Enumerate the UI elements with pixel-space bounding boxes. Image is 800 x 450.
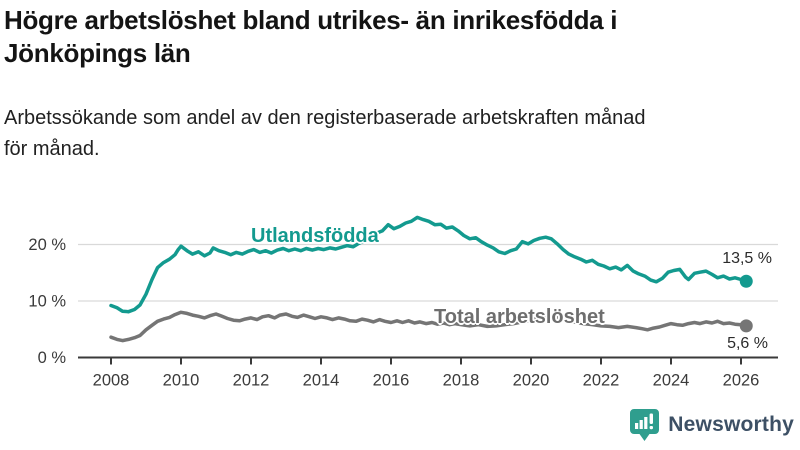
- x-tick-label-2018: 2018: [443, 372, 480, 390]
- x-tick-label-2020: 2020: [513, 372, 550, 390]
- chart-subtitle: Arbetssökande som andel av den registerb…: [4, 103, 796, 165]
- series-line-0: [109, 215, 749, 314]
- newsworthy-bubble-chart-icon: [630, 409, 660, 441]
- y-tick-label-20: 20 %: [28, 236, 66, 254]
- end-value-label-utlandsfodda: 13,5 %: [722, 250, 772, 267]
- series-label-total-arbetsloshet: Total arbetslöshet: [434, 306, 605, 328]
- x-tick-label-2014: 2014: [303, 372, 340, 390]
- newsworthy-logo: Newsworthy: [629, 408, 794, 442]
- gridlines: 0 % 10 % 20 %: [28, 236, 778, 367]
- series-end-dot-1: [739, 319, 753, 333]
- chart-subtitle-line1: Arbetssökande som andel av den registerb…: [4, 107, 646, 129]
- chart-title-line2: Jönköpings län: [4, 38, 191, 68]
- chart-title: Högre arbetslöshet bland utrikes- än inr…: [4, 4, 796, 70]
- x-tick-label-2024: 2024: [653, 372, 690, 390]
- x-tick-label-2008: 2008: [93, 372, 130, 390]
- data-series-lines: [109, 215, 753, 343]
- series-label-utlandsfodda: Utlandsfödda: [251, 225, 379, 247]
- y-tick-label-0: 0 %: [38, 349, 67, 367]
- x-axis: 2008 2010 2012 2014 2016 2018 2020 2022 2024 2026: [78, 356, 778, 390]
- y-tick-label-10: 10 %: [28, 293, 66, 311]
- x-tick-label-2016: 2016: [373, 372, 410, 390]
- chart-subtitle-line2: för månad.: [4, 138, 100, 160]
- x-tick-label-2022: 2022: [583, 372, 620, 390]
- x-tick-label-2026: 2026: [723, 372, 760, 390]
- x-tick-label-2010: 2010: [163, 372, 200, 390]
- x-tick-label-2012: 2012: [233, 372, 270, 390]
- series-line-1: [109, 310, 749, 343]
- end-value-label-total: 5,6 %: [727, 335, 768, 352]
- newsworthy-wordmark: Newsworthy: [668, 413, 794, 436]
- chart-title-line1: Högre arbetslöshet bland utrikes- än inr…: [4, 5, 618, 35]
- series-end-dot-0: [739, 274, 753, 288]
- line-chart: 0 % 10 % 20 % 2008 2010 2012 2014 2016 2018 2020…: [28, 215, 778, 390]
